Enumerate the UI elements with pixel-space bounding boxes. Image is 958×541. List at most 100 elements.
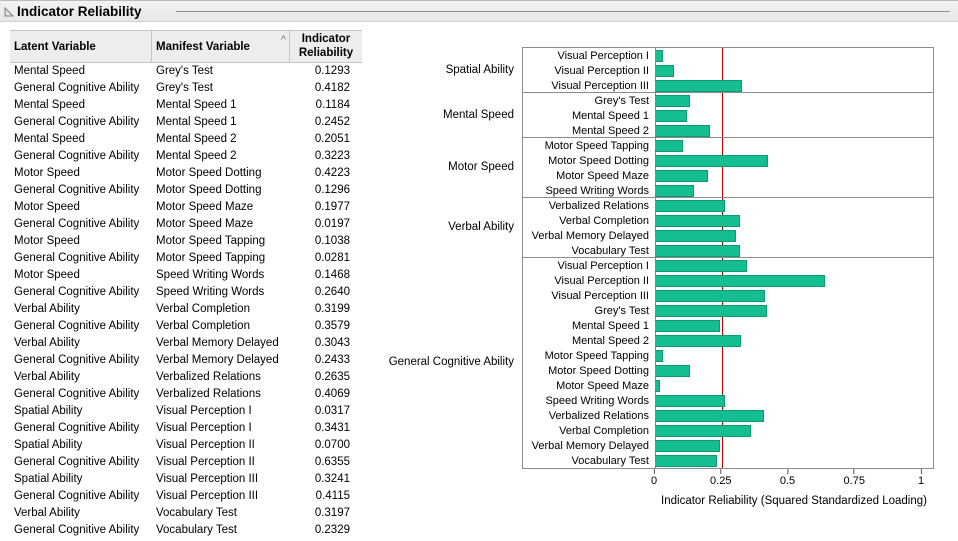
chart-row: Visual Perception II bbox=[523, 63, 933, 78]
column-header-indicator-reliability[interactable]: Indicator Reliability bbox=[298, 32, 354, 59]
bar-area bbox=[655, 408, 933, 423]
chart-group-band: Visual Perception I Visual Perception II V… bbox=[523, 258, 933, 468]
tick-label: 0 bbox=[650, 475, 658, 487]
chart-group-label: Verbal Ability bbox=[448, 221, 514, 233]
column-header-latent-variable[interactable]: Latent Variable bbox=[10, 31, 152, 62]
bar[interactable] bbox=[655, 199, 726, 212]
bar[interactable] bbox=[655, 139, 683, 152]
bar[interactable] bbox=[655, 349, 663, 362]
chart-item-label: Motor Speed Dotting bbox=[548, 154, 649, 167]
table-row[interactable]: General Cognitive Ability Grey's Test 0.41… bbox=[10, 80, 362, 97]
bar[interactable] bbox=[655, 379, 661, 392]
report-title-bar: Indicator Reliability bbox=[0, 0, 958, 22]
bar[interactable] bbox=[655, 454, 718, 467]
bar[interactable] bbox=[655, 169, 708, 182]
disclosure-triangle-icon[interactable] bbox=[3, 6, 15, 18]
bar-area bbox=[655, 63, 933, 78]
chart-item-label: Visual Perception I bbox=[557, 259, 649, 272]
table-row[interactable]: General Cognitive Ability Verbalized Rela… bbox=[10, 386, 362, 403]
bar[interactable] bbox=[655, 334, 742, 347]
x-axis[interactable]: 0 0.25 0.5 0.75 1 bbox=[522, 469, 934, 493]
bar-area bbox=[655, 393, 933, 408]
chart-item-label: Grey's Test bbox=[594, 304, 649, 317]
bar[interactable] bbox=[655, 394, 726, 407]
table-row[interactable]: Verbal Ability Verbal Completion 0.3199 bbox=[10, 301, 362, 318]
table-row[interactable]: General Cognitive Ability Visual Percepti… bbox=[10, 454, 362, 471]
table-row[interactable]: General Cognitive Ability Motor Speed Tap… bbox=[10, 250, 362, 267]
table-cell: 0.0700 bbox=[314, 439, 350, 451]
bar[interactable] bbox=[655, 304, 767, 317]
chart-item-label: Visual Perception II bbox=[554, 64, 649, 77]
bar-area bbox=[655, 318, 933, 333]
bar[interactable] bbox=[655, 439, 720, 452]
table-row[interactable]: General Cognitive Ability Speed Writing W… bbox=[10, 284, 362, 301]
chart-row: Mental Speed 2 bbox=[523, 333, 933, 348]
table-row[interactable]: Verbal Ability Verbal Memory Delayed 0.304… bbox=[10, 335, 362, 352]
table-row[interactable]: General Cognitive Ability Mental Speed 1 0… bbox=[10, 114, 362, 131]
bar[interactable] bbox=[655, 214, 741, 227]
bar[interactable] bbox=[655, 184, 695, 197]
bar[interactable] bbox=[655, 154, 768, 167]
table-row[interactable]: General Cognitive Ability Visual Percepti… bbox=[10, 420, 362, 437]
chart-row: Verbal Completion bbox=[523, 423, 933, 438]
table-cell: Spatial Ability bbox=[14, 405, 83, 417]
table-row[interactable]: General Cognitive Ability Visual Percepti… bbox=[10, 488, 362, 505]
table-row[interactable]: Spatial Ability Visual Perception III 0.32… bbox=[10, 471, 362, 488]
bar[interactable] bbox=[655, 64, 674, 77]
table-row[interactable]: General Cognitive Ability Mental Speed 2 0… bbox=[10, 148, 362, 165]
column-header-manifest-variable[interactable]: Manifest Variable ^ bbox=[152, 31, 290, 62]
bar[interactable] bbox=[655, 109, 687, 122]
table-row[interactable]: Mental Speed Mental Speed 2 0.2051 bbox=[10, 131, 362, 148]
bar-area bbox=[655, 453, 933, 468]
table-cell: Vocabulary Test bbox=[156, 524, 237, 536]
table-row[interactable]: Verbal Ability Vocabulary Test 0.3197 bbox=[10, 505, 362, 522]
bar[interactable] bbox=[655, 124, 710, 137]
chart-item-label: Visual Perception III bbox=[551, 79, 649, 92]
bar[interactable] bbox=[655, 319, 721, 332]
table-cell: Verbal Memory Delayed bbox=[156, 337, 279, 349]
bar[interactable] bbox=[655, 229, 737, 242]
table-row[interactable]: Spatial Ability Visual Perception I 0.0317 bbox=[10, 403, 362, 420]
chart-group-label: General Cognitive Ability bbox=[388, 356, 514, 368]
x-tick: 0.25 bbox=[710, 469, 731, 487]
bar[interactable] bbox=[655, 94, 690, 107]
table-row[interactable]: General Cognitive Ability Motor Speed Dot… bbox=[10, 182, 362, 199]
table-row[interactable]: Spatial Ability Visual Perception II 0.070… bbox=[10, 437, 362, 454]
bar-area bbox=[655, 228, 933, 243]
table-row[interactable]: General Cognitive Ability Verbal Memory D… bbox=[10, 352, 362, 369]
table-cell: Verbal Ability bbox=[14, 337, 80, 349]
bar[interactable] bbox=[655, 289, 765, 302]
bar[interactable] bbox=[655, 244, 741, 257]
bar[interactable] bbox=[655, 409, 764, 422]
table-cell: Visual Perception II bbox=[156, 456, 255, 468]
indicator-reliability-chart: Spatial Ability Mental Speed Motor Speed Ve… bbox=[380, 47, 940, 522]
table-cell: Verbal Ability bbox=[14, 507, 80, 519]
table-row[interactable]: General Cognitive Ability Motor Speed Maz… bbox=[10, 216, 362, 233]
sort-ascending-icon: ^ bbox=[280, 34, 286, 46]
table-cell: 0.6355 bbox=[314, 456, 350, 468]
bar[interactable] bbox=[655, 49, 664, 62]
bar[interactable] bbox=[655, 79, 742, 92]
bar[interactable] bbox=[655, 364, 690, 377]
table-row[interactable]: Motor Speed Motor Speed Maze 0.1977 bbox=[10, 199, 362, 216]
table-cell: 0.3431 bbox=[314, 422, 350, 434]
table-cell: Motor Speed bbox=[14, 269, 80, 281]
tick-label: 1 bbox=[917, 475, 925, 487]
chart-row: Speed Writing Words bbox=[523, 393, 933, 408]
table-row[interactable]: General Cognitive Ability Vocabulary Test… bbox=[10, 522, 362, 539]
chart-row: Verbalized Relations bbox=[523, 408, 933, 423]
table-cell: 0.2635 bbox=[314, 371, 350, 383]
table-row[interactable]: Motor Speed Speed Writing Words 0.1468 bbox=[10, 267, 362, 284]
table-row[interactable]: Motor Speed Motor Speed Dotting 0.4223 bbox=[10, 165, 362, 182]
table-cell: 0.0197 bbox=[314, 218, 350, 230]
bar[interactable] bbox=[655, 424, 751, 437]
bar[interactable] bbox=[655, 259, 747, 272]
chart-item-label: Motor Speed Dotting bbox=[548, 364, 649, 377]
table-row[interactable]: General Cognitive Ability Verbal Completi… bbox=[10, 318, 362, 335]
bar[interactable] bbox=[655, 274, 825, 287]
table-row[interactable]: Mental Speed Grey's Test 0.1293 bbox=[10, 63, 362, 80]
table-row[interactable]: Motor Speed Motor Speed Tapping 0.1038 bbox=[10, 233, 362, 250]
tick-mark-icon bbox=[653, 469, 655, 474]
table-row[interactable]: Verbal Ability Verbalized Relations 0.2635 bbox=[10, 369, 362, 386]
table-row[interactable]: Mental Speed Mental Speed 1 0.1184 bbox=[10, 97, 362, 114]
